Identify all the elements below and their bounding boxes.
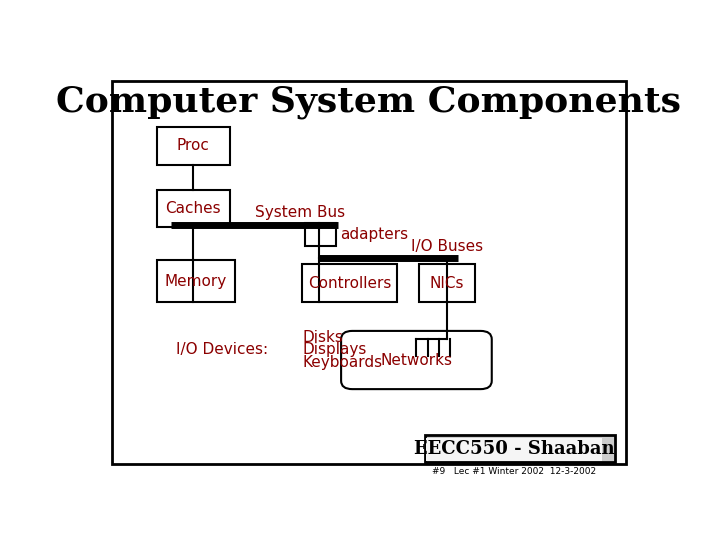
FancyBboxPatch shape bbox=[157, 190, 230, 227]
FancyBboxPatch shape bbox=[157, 260, 235, 302]
Text: Disks: Disks bbox=[302, 329, 343, 345]
FancyBboxPatch shape bbox=[157, 127, 230, 165]
Text: Memory: Memory bbox=[165, 274, 227, 288]
Text: System Bus: System Bus bbox=[255, 205, 345, 220]
Text: NICs: NICs bbox=[430, 275, 464, 291]
FancyBboxPatch shape bbox=[426, 438, 602, 461]
FancyBboxPatch shape bbox=[112, 82, 626, 464]
Text: #9   Lec #1 Winter 2002  12-3-2002: #9 Lec #1 Winter 2002 12-3-2002 bbox=[432, 467, 596, 476]
FancyBboxPatch shape bbox=[305, 223, 336, 246]
Text: Networks: Networks bbox=[380, 353, 452, 368]
Text: adapters: adapters bbox=[340, 227, 408, 242]
FancyBboxPatch shape bbox=[425, 435, 615, 462]
Text: EECC550 - Shaaban: EECC550 - Shaaban bbox=[414, 440, 614, 458]
Text: Computer System Components: Computer System Components bbox=[56, 85, 682, 119]
Text: Proc: Proc bbox=[177, 138, 210, 153]
Text: Keyboards: Keyboards bbox=[302, 355, 382, 369]
FancyBboxPatch shape bbox=[419, 265, 475, 302]
Text: Controllers: Controllers bbox=[307, 275, 391, 291]
Text: Caches: Caches bbox=[166, 201, 221, 216]
Text: Displays: Displays bbox=[302, 342, 366, 357]
FancyBboxPatch shape bbox=[341, 331, 492, 389]
Text: I/O Buses: I/O Buses bbox=[411, 239, 483, 254]
Text: I/O Devices:: I/O Devices: bbox=[176, 342, 269, 357]
FancyBboxPatch shape bbox=[302, 265, 397, 302]
